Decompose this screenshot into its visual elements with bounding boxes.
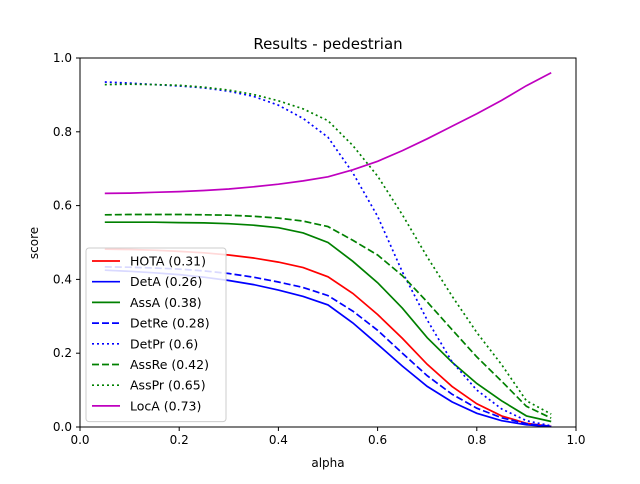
series-line-4 [104, 81, 552, 427]
x-tick-label: 0.2 [170, 433, 189, 447]
legend-label: HOTA (0.31) [130, 254, 206, 269]
x-tick-label: 0.6 [368, 433, 387, 447]
legend-label: LocA (0.73) [130, 398, 201, 413]
plot-frame [79, 57, 577, 428]
y-tick-label: 0.8 [53, 125, 72, 139]
x-tick-label: 0.0 [70, 433, 89, 447]
y-tick-label: 0.2 [53, 346, 72, 360]
y-tick-label: 0.6 [53, 199, 72, 213]
legend-box [85, 247, 227, 423]
y-tick-label: 1.0 [53, 51, 72, 65]
y-tick-label: 0.0 [53, 420, 72, 434]
x-tick-label: 0.4 [269, 433, 288, 447]
y-axis-label: score [27, 227, 41, 259]
series-line-5 [104, 213, 552, 419]
series-line-7 [104, 72, 552, 195]
axes-layer: 0.0 0.2 0.4 0.6 0.8 1.0 0.0 0.2 0.4 0.6 0.8 1.0 [53, 51, 586, 447]
legend-label: DetA (0.26) [130, 274, 202, 289]
x-axis-label: alpha [311, 456, 344, 470]
legend-label: DetPr (0.6) [130, 336, 198, 351]
y-tick-label: 0.4 [53, 272, 72, 286]
legend-label: AssA (0.38) [130, 295, 202, 310]
legend-label: AssRe (0.42) [130, 357, 209, 372]
x-tick-label: 1.0 [566, 433, 585, 447]
x-tick-label: 0.8 [467, 433, 486, 447]
chart-title: Results - pedestrian [253, 35, 402, 53]
series-line-2 [104, 221, 552, 423]
legend: HOTA (0.31) DetA (0.26) AssA (0.38) DetRe (… [85, 247, 227, 423]
legend-label: AssPr (0.65) [130, 378, 206, 393]
legend-label: DetRe (0.28) [130, 316, 210, 331]
